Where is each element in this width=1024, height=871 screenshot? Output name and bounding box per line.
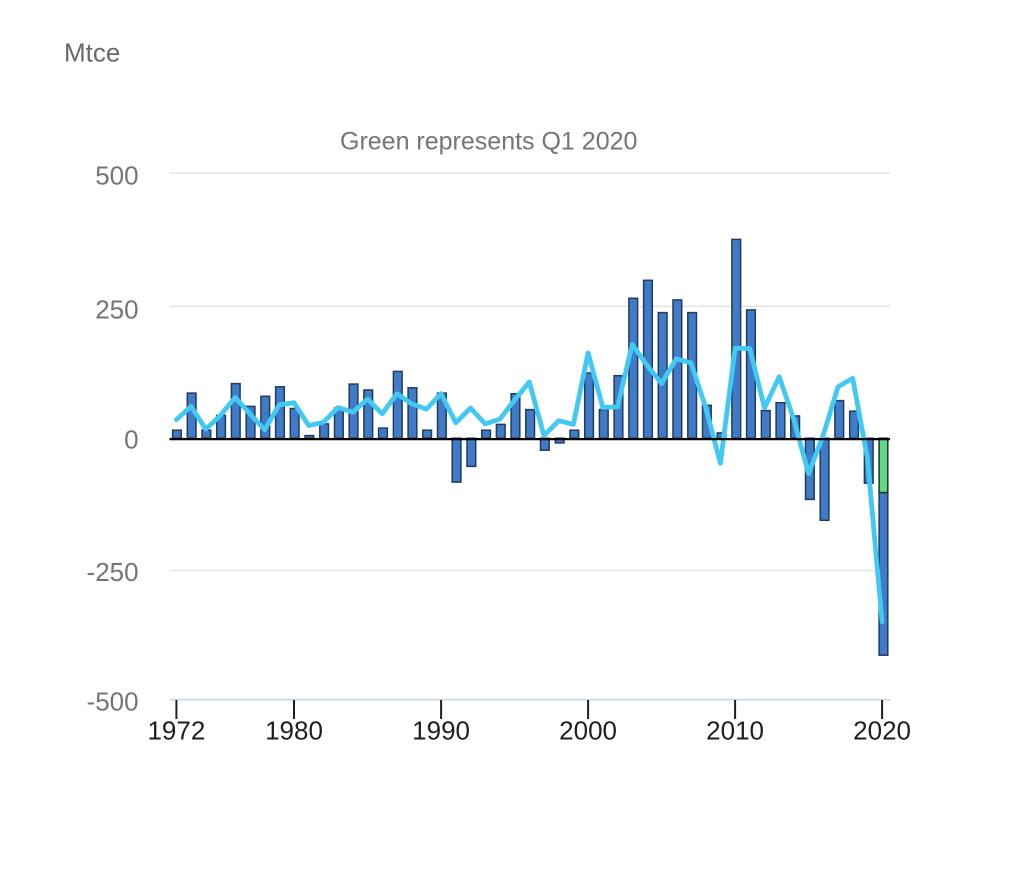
svg-text:2000: 2000 (559, 716, 617, 746)
svg-text:-500: -500 (87, 686, 139, 716)
svg-text:1980: 1980 (265, 716, 323, 746)
svg-text:0: 0 (124, 425, 138, 455)
svg-text:Green represents Q1 2020: Green represents Q1 2020 (340, 128, 637, 156)
svg-text:250: 250 (95, 295, 138, 325)
svg-text:-250: -250 (87, 557, 139, 587)
svg-text:2010: 2010 (706, 716, 764, 746)
svg-text:1972: 1972 (147, 716, 205, 746)
svg-text:500: 500 (95, 161, 138, 191)
svg-text:Mtce: Mtce (64, 38, 120, 68)
svg-text:2020: 2020 (853, 716, 911, 746)
svg-text:1990: 1990 (412, 716, 470, 746)
